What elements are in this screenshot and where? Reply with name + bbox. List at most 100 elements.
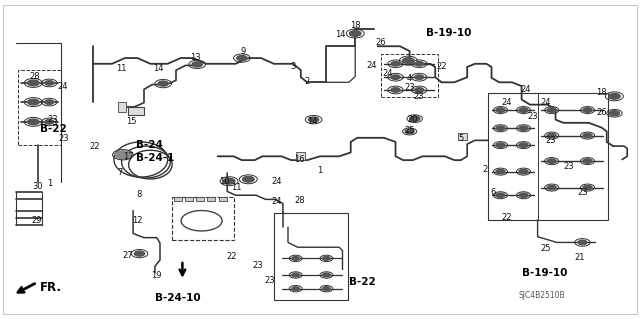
- Circle shape: [519, 169, 528, 174]
- Circle shape: [292, 273, 300, 277]
- Text: 26: 26: [596, 108, 607, 117]
- Circle shape: [308, 117, 319, 122]
- Circle shape: [496, 193, 505, 197]
- Circle shape: [405, 129, 414, 134]
- Circle shape: [415, 88, 424, 92]
- Text: 24: 24: [271, 197, 282, 206]
- Circle shape: [410, 116, 420, 121]
- Circle shape: [583, 133, 592, 138]
- Bar: [185, 197, 193, 201]
- Text: 21: 21: [574, 253, 584, 262]
- Circle shape: [243, 176, 254, 182]
- Text: B-19-10: B-19-10: [522, 268, 567, 278]
- Bar: [381, 54, 438, 97]
- Text: 22: 22: [90, 142, 100, 151]
- Circle shape: [547, 108, 556, 112]
- Circle shape: [134, 251, 145, 256]
- Circle shape: [223, 178, 235, 184]
- Text: 24: 24: [58, 82, 68, 91]
- Text: FR.: FR.: [40, 281, 61, 293]
- Circle shape: [349, 31, 361, 36]
- Text: 14: 14: [154, 64, 164, 73]
- Bar: [174, 197, 182, 201]
- Text: 17: 17: [123, 152, 133, 161]
- Circle shape: [578, 240, 587, 245]
- Text: 2: 2: [483, 165, 488, 174]
- Text: 1: 1: [317, 166, 323, 174]
- Text: 8: 8: [137, 190, 142, 199]
- Circle shape: [391, 88, 400, 92]
- Text: 24: 24: [382, 69, 392, 78]
- Text: 23: 23: [252, 261, 262, 270]
- Circle shape: [415, 62, 424, 66]
- Text: 23: 23: [404, 83, 415, 92]
- Text: 23: 23: [48, 115, 58, 124]
- Circle shape: [519, 126, 528, 130]
- Text: 10: 10: [219, 177, 229, 186]
- Text: 12: 12: [132, 216, 143, 225]
- Text: 15: 15: [126, 117, 136, 126]
- Circle shape: [323, 287, 330, 291]
- Text: 23: 23: [265, 276, 275, 285]
- Text: 30: 30: [32, 182, 42, 191]
- Bar: [488, 93, 608, 220]
- Text: 23: 23: [563, 162, 573, 171]
- Text: B-24-1: B-24-1: [136, 153, 174, 163]
- Circle shape: [237, 56, 247, 61]
- Text: 29: 29: [32, 216, 42, 225]
- Text: 1: 1: [47, 179, 52, 188]
- Text: 18: 18: [596, 88, 607, 97]
- Text: 2: 2: [305, 77, 310, 86]
- Circle shape: [496, 126, 505, 130]
- Circle shape: [391, 62, 400, 66]
- Circle shape: [583, 159, 592, 163]
- Text: 26: 26: [376, 38, 386, 47]
- Text: 7: 7: [118, 168, 123, 177]
- Text: 20: 20: [408, 115, 418, 124]
- Circle shape: [323, 256, 330, 260]
- Circle shape: [547, 133, 556, 138]
- Circle shape: [323, 273, 330, 277]
- Text: 3: 3: [291, 63, 296, 71]
- Text: 4: 4: [407, 74, 412, 83]
- Bar: [128, 107, 144, 115]
- Text: 6: 6: [490, 189, 495, 197]
- Text: 18: 18: [350, 21, 360, 30]
- Circle shape: [45, 120, 54, 124]
- Circle shape: [403, 58, 414, 63]
- Circle shape: [496, 169, 505, 174]
- Circle shape: [292, 256, 300, 260]
- Text: 22: 22: [227, 252, 237, 261]
- Text: B-24: B-24: [136, 140, 163, 150]
- Text: 25: 25: [540, 244, 550, 253]
- Text: 14: 14: [335, 30, 346, 39]
- Text: 23: 23: [527, 112, 538, 121]
- Text: 24: 24: [540, 98, 550, 107]
- Text: 28: 28: [294, 197, 305, 205]
- Bar: [219, 197, 227, 201]
- Bar: [274, 213, 348, 300]
- Circle shape: [583, 108, 592, 112]
- Circle shape: [583, 185, 592, 190]
- Circle shape: [192, 62, 202, 67]
- Circle shape: [28, 80, 39, 86]
- Text: 11: 11: [116, 64, 127, 73]
- Circle shape: [519, 108, 528, 112]
- Circle shape: [415, 75, 424, 79]
- Circle shape: [519, 143, 528, 147]
- Text: 14: 14: [307, 117, 317, 126]
- Text: 24: 24: [366, 61, 376, 70]
- Bar: [118, 102, 126, 112]
- Text: 24: 24: [502, 98, 512, 107]
- Text: B-22: B-22: [40, 124, 67, 134]
- Text: 22: 22: [436, 63, 447, 71]
- Bar: [196, 197, 204, 201]
- Text: 22: 22: [502, 213, 512, 222]
- Text: B-22: B-22: [349, 277, 376, 287]
- Circle shape: [547, 159, 556, 163]
- Circle shape: [115, 151, 131, 159]
- Text: 23: 23: [59, 134, 69, 143]
- Circle shape: [45, 100, 54, 104]
- Bar: [296, 152, 305, 160]
- Circle shape: [45, 81, 54, 85]
